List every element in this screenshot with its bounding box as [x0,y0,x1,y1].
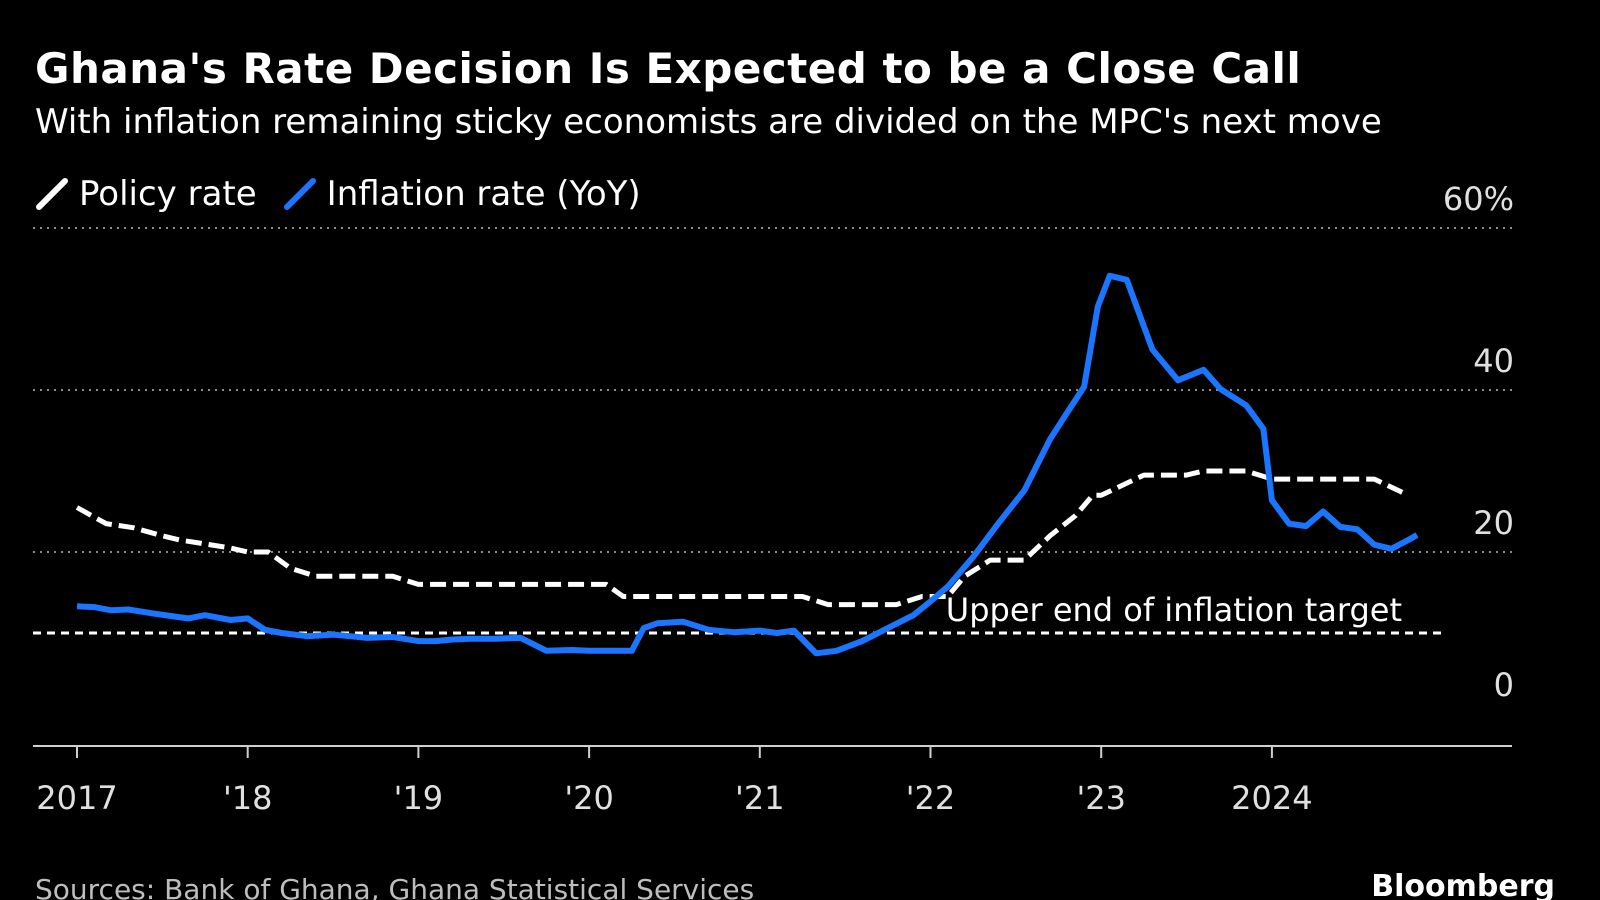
legend: Policy rate Inflation rate (YoY) [35,174,667,214]
y-tick-label-40: 40 [1473,342,1514,380]
legend-item-policy-rate: Policy rate [35,174,257,214]
policy-rate-line [75,468,1410,608]
y-tick-label-0: 0 [1494,666,1514,704]
x-tick-label-2017: 2017 [36,779,117,817]
legend-label-inflation-rate: Inflation rate (YoY) [326,174,641,214]
chart-subtitle: With inflation remaining sticky economis… [35,102,1382,142]
legend-swatch-policy-rate [36,178,68,210]
x-tick-label-2019: '19 [394,779,444,817]
x-tick-label-2021: '21 [735,779,785,817]
y-tick-label-60: 60% [1443,180,1514,218]
sources-note: Sources: Bank of Ghana, Ghana Statistica… [35,873,755,900]
legend-swatch-inflation-rate [283,178,316,210]
x-tick-label-2024: 2024 [1231,779,1312,817]
chart-title: Ghana's Rate Decision Is Expected to be … [35,44,1302,93]
bloomberg-logo: Bloomberg [1371,869,1555,900]
x-tick-label-2022: '22 [906,779,956,817]
y-tick-label-20: 20 [1473,504,1514,542]
inflation-rate-line [76,272,1419,657]
inflation-target-label: Upper end of inflation target [946,591,1402,629]
x-tick-label-2023: '23 [1076,779,1126,817]
legend-item-inflation-rate: Inflation rate (YoY) [283,174,641,214]
x-tick-label-2018: '18 [223,779,273,817]
legend-label-policy-rate: Policy rate [79,174,257,214]
x-tick-label-2020: '20 [564,779,614,817]
